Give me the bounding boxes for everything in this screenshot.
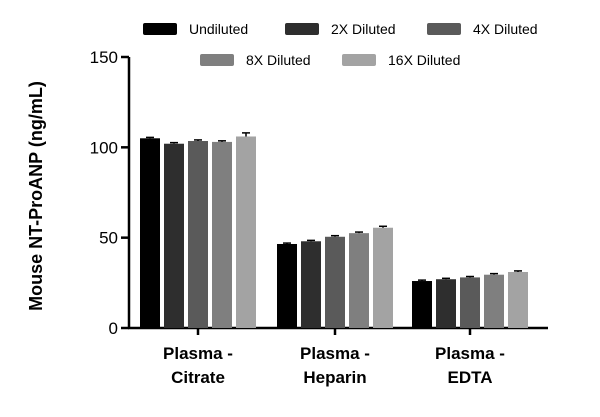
category-label-line2: EDTA: [447, 368, 492, 387]
bars: [140, 132, 528, 328]
category-label-line2: Heparin: [303, 368, 366, 387]
bar: [484, 274, 504, 328]
bar: [373, 227, 393, 328]
bar: [277, 243, 297, 328]
legend-label: 2X Diluted: [331, 21, 396, 37]
legend-swatch: [143, 23, 177, 35]
y-tick-label: 50: [99, 229, 118, 248]
axes: 0 50 100 150 Plasma - Citrate Plasma - Heparin P…: [90, 48, 548, 387]
y-tick-label: 0: [109, 319, 118, 338]
legend-label: Undiluted: [189, 21, 248, 37]
category-label-line1: Plasma -: [300, 344, 370, 363]
legend-swatch: [427, 23, 461, 35]
category-label-line2: Citrate: [171, 368, 225, 387]
y-axis-title: Mouse NT-ProANP (ng/mL): [26, 81, 46, 311]
legend-swatch: [285, 23, 319, 35]
category-label-line1: Plasma -: [163, 344, 233, 363]
bar: [212, 141, 232, 328]
bar: [508, 271, 528, 328]
legend-swatch: [200, 54, 234, 66]
bar: [301, 241, 321, 328]
bar: [412, 281, 432, 328]
y-tick-label: 150: [90, 48, 118, 67]
legend-label: 4X Diluted: [473, 21, 538, 37]
legend-swatch: [342, 54, 376, 66]
bar: [188, 141, 208, 328]
legend: Undiluted 2X Diluted 4X Diluted 8X Diluted 1…: [143, 21, 538, 68]
y-tick-label: 100: [90, 138, 118, 157]
bar: [349, 233, 369, 328]
category-label-line1: Plasma -: [435, 344, 505, 363]
bar: [164, 143, 184, 328]
bar: [140, 138, 160, 328]
bar: [460, 277, 480, 328]
legend-label: 16X Diluted: [388, 52, 460, 68]
bar: [325, 236, 345, 328]
bar: [436, 279, 456, 328]
legend-label: 8X Diluted: [246, 52, 311, 68]
bar: [236, 136, 256, 328]
